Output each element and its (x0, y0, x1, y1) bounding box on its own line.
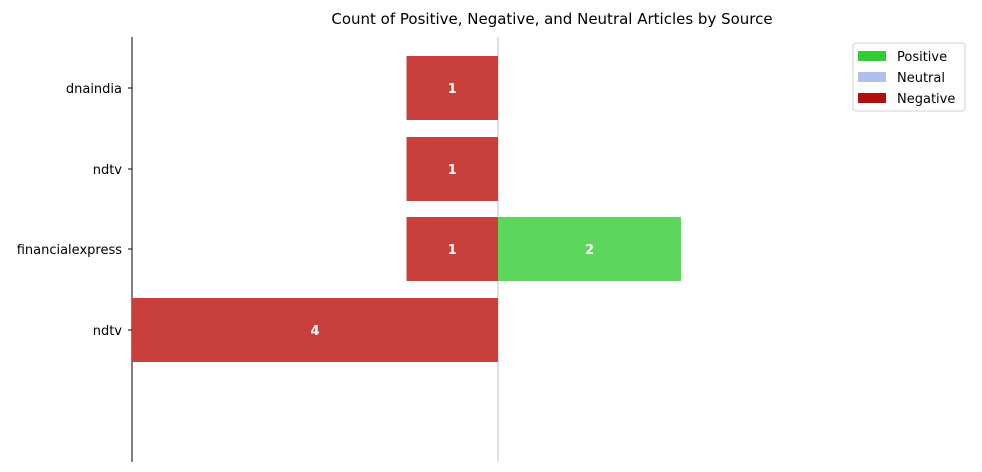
negative-bar (132, 298, 498, 362)
negative-bar (406, 217, 498, 281)
negative-legend-label: Negative (897, 92, 955, 107)
negative-bar-label: 1 (448, 82, 457, 97)
neutral-legend-swatch (858, 72, 886, 82)
chart-title: Count of Positive, Negative, and Neutral… (331, 10, 772, 28)
legend: Positive Neutral Negative (852, 42, 966, 112)
negative-legend-swatch (858, 93, 886, 103)
positive-bar (498, 217, 681, 281)
plot-area: dnaindia 1 ndtv 1 financialexpress 2 1 ndtv 4 (17, 37, 681, 462)
negative-bar (406, 56, 498, 120)
positive-bar-label: 2 (585, 243, 594, 258)
positive-legend-label: Positive (897, 50, 947, 65)
negative-bar-label: 4 (310, 324, 319, 339)
y-tick-label: financialexpress (17, 243, 123, 258)
negative-bar-label: 1 (448, 163, 457, 178)
y-tick-label: ndtv (93, 324, 123, 339)
positive-legend-swatch (858, 51, 886, 61)
negative-bar-label: 1 (448, 243, 457, 258)
negative-bar (406, 137, 498, 201)
y-tick-label: dnaindia (66, 82, 122, 97)
neutral-legend-label: Neutral (897, 71, 945, 86)
y-tick-label: ndtv (93, 163, 123, 178)
